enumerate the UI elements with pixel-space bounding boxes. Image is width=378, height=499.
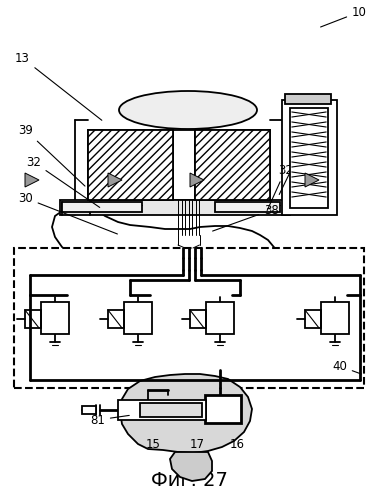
Polygon shape (25, 173, 39, 187)
Bar (190, 310, 206, 328)
Text: 39: 39 (18, 123, 85, 186)
Bar (108, 310, 124, 328)
Bar (62, 202, 142, 212)
Text: 38: 38 (212, 204, 279, 231)
Bar (25, 310, 41, 328)
Text: Фиг. 27: Фиг. 27 (150, 471, 228, 490)
Bar (321, 302, 349, 334)
Bar (88, 130, 173, 200)
Bar (118, 400, 206, 420)
Text: 10: 10 (321, 5, 367, 27)
Text: 17: 17 (189, 439, 204, 452)
Bar (285, 94, 331, 104)
Polygon shape (170, 452, 212, 481)
Bar (215, 202, 280, 212)
Text: 40: 40 (332, 359, 361, 374)
Bar (140, 403, 202, 417)
Polygon shape (108, 173, 122, 187)
Ellipse shape (119, 91, 257, 129)
Bar (60, 200, 290, 215)
Bar (124, 302, 152, 334)
Bar (282, 100, 337, 215)
Bar (82, 406, 96, 414)
Bar (206, 302, 234, 334)
Polygon shape (52, 206, 316, 299)
Text: 16: 16 (229, 439, 245, 452)
Text: 32: 32 (267, 164, 293, 211)
Bar (205, 395, 241, 423)
Text: 81: 81 (90, 414, 129, 427)
Text: 39: 39 (279, 147, 307, 195)
Bar (14, 248, 364, 388)
Text: 13: 13 (15, 51, 102, 120)
Polygon shape (120, 374, 252, 453)
Polygon shape (190, 173, 204, 187)
Polygon shape (305, 173, 319, 187)
Text: 30: 30 (18, 192, 118, 234)
Text: 32: 32 (26, 156, 100, 208)
Text: 15: 15 (146, 439, 160, 452)
Bar (195, 130, 270, 200)
Bar (305, 310, 321, 328)
Bar (290, 108, 328, 208)
Bar (41, 302, 69, 334)
